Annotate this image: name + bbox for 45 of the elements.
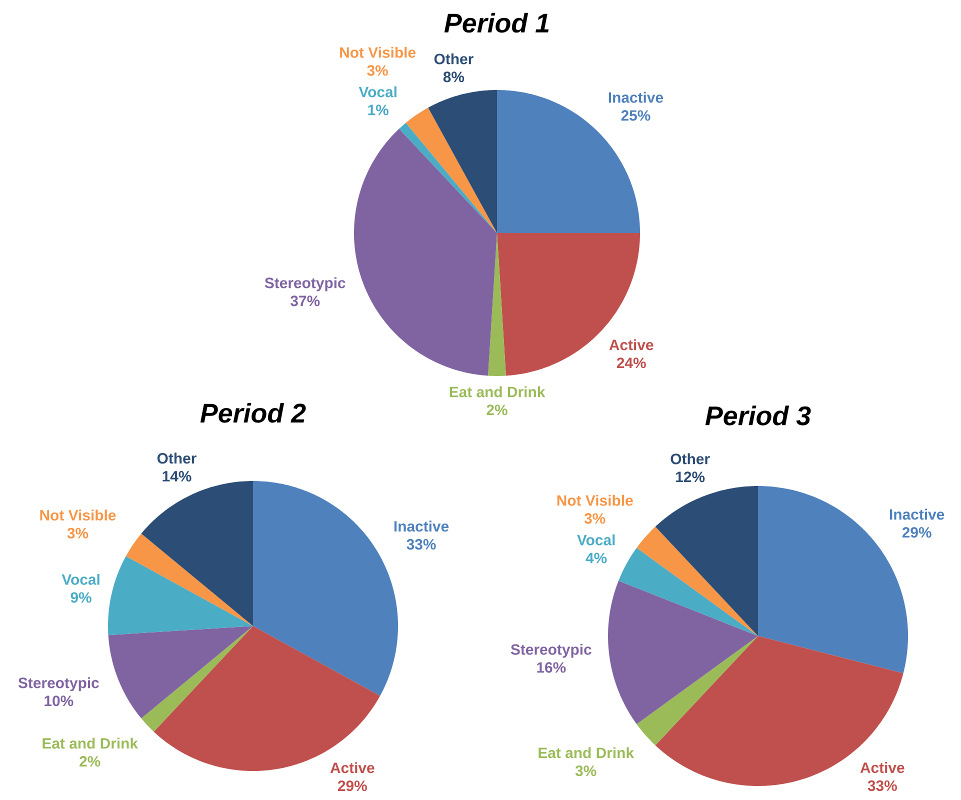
slice-label: Eat and Drink: [42, 738, 138, 749]
data-label: 10%: [44, 696, 74, 706]
data-label: 1%: [368, 104, 388, 116]
data-label: 3%: [67, 528, 88, 538]
data-label: 4%: [586, 552, 607, 564]
slice-label: Other: [670, 453, 710, 464]
slice-label: Other: [434, 53, 474, 64]
data-label: 2%: [486, 404, 508, 416]
chart-title: Period 1: [444, 12, 549, 33]
data-label: 16%: [537, 662, 566, 673]
data-label: 8%: [443, 72, 464, 82]
slice-label: Active: [609, 339, 654, 350]
data-label: 25%: [621, 110, 650, 121]
slice-label: Active: [860, 762, 904, 774]
data-label: 33%: [868, 780, 897, 791]
data-label: 3%: [367, 65, 388, 76]
data-label: 2%: [80, 756, 100, 767]
slice-label: Vocal: [62, 574, 100, 585]
slice-label: Vocal: [577, 534, 615, 546]
data-label: 12%: [676, 472, 705, 482]
slice-label: Inactive: [890, 508, 944, 520]
slice-label: Other: [157, 452, 196, 464]
slice-label: Not Visible: [40, 510, 116, 521]
slice-label: Inactive: [608, 92, 664, 103]
data-label: 9%: [70, 592, 92, 603]
chart-title: Period 3: [705, 406, 811, 426]
slice-label: Eat and Drink: [538, 747, 634, 758]
data-label: 14%: [162, 471, 192, 482]
data-label: 29%: [338, 780, 367, 792]
data-label: 24%: [616, 358, 646, 368]
data-label: 37%: [290, 296, 320, 306]
chart-title: Period 2: [200, 402, 306, 423]
data-label: 29%: [902, 527, 932, 538]
slice-label: Vocal: [358, 86, 396, 98]
slice-label: Eat and Drink: [450, 386, 546, 398]
data-label: 3%: [575, 766, 596, 776]
data-label: 3%: [584, 513, 606, 524]
slice-label: Stereotypic: [264, 277, 346, 292]
slice-label: Stereotypic: [18, 677, 99, 692]
slice-label: Active: [330, 762, 374, 774]
slice-label: Inactive: [394, 520, 449, 532]
slice-label: Not Visible: [340, 46, 416, 58]
slice-label: Stereotypic: [510, 644, 592, 658]
data-label: 33%: [406, 538, 436, 550]
slice-label: Not Visible: [557, 494, 633, 506]
